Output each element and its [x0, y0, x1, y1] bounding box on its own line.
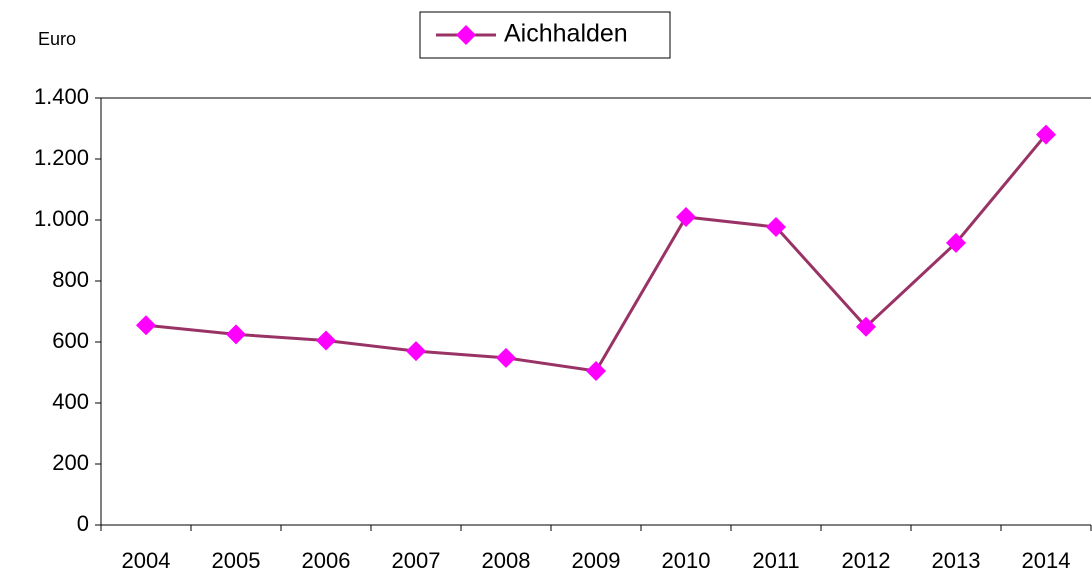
- legend-marker: [456, 25, 476, 45]
- marker: [1036, 124, 1056, 145]
- marker: [136, 315, 156, 336]
- marker: [586, 360, 606, 381]
- x-tick-label: 2011: [752, 548, 799, 573]
- marker: [946, 232, 966, 253]
- marker: [676, 206, 696, 227]
- marker: [226, 324, 246, 345]
- x-tick-label: 2007: [392, 548, 441, 573]
- x-tick-label: 2008: [482, 548, 531, 573]
- x-tick-label: 2010: [662, 548, 711, 573]
- x-tick-label: 2005: [212, 548, 261, 573]
- marker: [316, 330, 336, 351]
- y-tick-label: 1.000: [34, 206, 89, 231]
- y-tick-label: 600: [52, 328, 89, 353]
- x-tick-label: 2013: [932, 548, 981, 573]
- legend-label: Aichhalden: [504, 20, 628, 48]
- y-tick-label: 1.200: [34, 145, 89, 170]
- marker: [496, 347, 516, 368]
- x-tick-label: 2004: [122, 548, 171, 573]
- y-tick-label: 200: [52, 450, 89, 475]
- y-tick-label: 0: [77, 511, 89, 536]
- y-tick-label: 800: [52, 267, 89, 292]
- marker: [406, 341, 426, 362]
- y-tick-label: 1.400: [34, 84, 89, 109]
- x-tick-label: 2006: [302, 548, 351, 573]
- x-tick-label: 2009: [572, 548, 621, 573]
- x-tick-label: 2012: [842, 548, 891, 573]
- x-tick-label: 2014: [1022, 548, 1071, 573]
- marker: [766, 217, 786, 238]
- y-axis-label: Euro: [38, 29, 76, 49]
- marker: [856, 316, 876, 337]
- y-tick-label: 400: [52, 389, 89, 414]
- series-line: [145, 133, 1048, 373]
